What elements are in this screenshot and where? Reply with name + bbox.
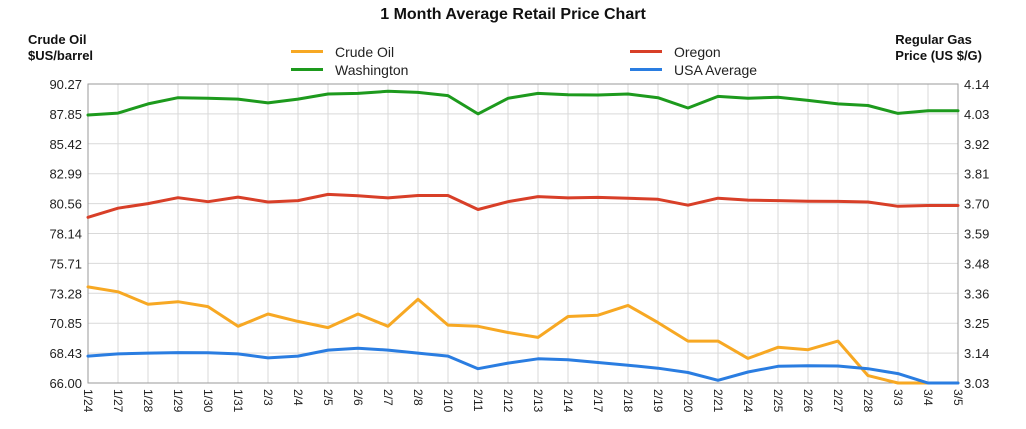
legend-swatch-washington xyxy=(291,67,323,71)
right-tick-label: 3.14 xyxy=(964,346,989,361)
legend-item-washington: Washington xyxy=(291,61,408,79)
legend-swatch-oregon xyxy=(630,49,662,53)
series-line-washington xyxy=(86,89,960,117)
series-line-oregon xyxy=(86,192,960,219)
x-tick-label: 1/30 xyxy=(201,389,215,413)
x-tick-label: 1/27 xyxy=(111,389,125,413)
x-tick-label: 2/13 xyxy=(531,389,545,413)
left-tick-label: 82.99 xyxy=(49,167,82,182)
right-tick-label: 3.03 xyxy=(964,376,989,391)
x-tick-label: 2/24 xyxy=(741,389,755,413)
x-tick-label: 2/7 xyxy=(381,389,395,406)
left-tick-label: 80.56 xyxy=(49,197,82,212)
x-tick-label: 2/14 xyxy=(561,389,575,413)
legend-item-usa-average: USA Average xyxy=(630,61,757,79)
left-axis-title-line1: Crude Oil xyxy=(28,32,87,47)
x-tick-label: 2/4 xyxy=(291,389,305,406)
x-tick-label: 1/29 xyxy=(171,389,185,413)
right-axis-title-line1: Regular Gas xyxy=(895,32,972,47)
legend-item-crude-oil: Crude Oil xyxy=(291,43,394,61)
x-tick-label: 2/27 xyxy=(831,389,845,413)
x-tick-label: 2/25 xyxy=(771,389,785,413)
x-tick-label: 2/5 xyxy=(321,389,335,406)
x-tick-label: 1/24 xyxy=(81,389,95,413)
left-tick-label: 73.28 xyxy=(49,286,82,301)
right-tick-label: 4.14 xyxy=(964,77,989,92)
left-tick-label: 70.85 xyxy=(49,316,82,331)
x-tick-label: 1/31 xyxy=(231,389,245,413)
x-tick-label: 2/3 xyxy=(261,389,275,406)
x-tick-label: 3/3 xyxy=(891,389,905,406)
legend-swatch-usa-average xyxy=(630,67,662,71)
series-line-crude-oil xyxy=(86,285,960,385)
legend-item-oregon: Oregon xyxy=(630,43,721,61)
x-tick-label: 2/21 xyxy=(711,389,725,413)
x-tick-label: 2/20 xyxy=(681,389,695,413)
x-tick-label: 2/10 xyxy=(441,389,455,413)
x-tick-label: 2/28 xyxy=(861,389,875,413)
right-tick-label: 3.70 xyxy=(964,197,989,212)
x-tick-label: 1/28 xyxy=(141,389,155,413)
right-tick-label: 4.03 xyxy=(964,107,989,122)
legend-label-oregon: Oregon xyxy=(674,44,721,60)
legend-label-usa-average: USA Average xyxy=(674,62,758,78)
left-axis-title-line2: $US/barrel xyxy=(28,48,94,63)
right-tick-label: 3.36 xyxy=(964,286,989,301)
left-tick-label: 66.00 xyxy=(49,376,82,391)
legend-label-washington: Washington xyxy=(335,62,409,78)
right-tick-label: 3.92 xyxy=(964,137,989,152)
x-tick-label: 2/19 xyxy=(651,389,665,413)
legend-label-crude-oil: Crude Oil xyxy=(335,44,395,60)
x-tick-label: 2/6 xyxy=(351,389,365,406)
right-tick-label: 3.48 xyxy=(964,256,989,271)
right-tick-label: 3.25 xyxy=(964,316,989,331)
x-tick-label: 2/11 xyxy=(471,389,485,412)
right-tick-label: 3.81 xyxy=(964,167,989,182)
left-axis-title: Crude Oil $US/barrel xyxy=(28,32,93,64)
left-tick-label: 75.71 xyxy=(49,256,82,271)
x-tick-label: 3/5 xyxy=(951,389,965,406)
x-tick-label: 2/8 xyxy=(411,389,425,406)
plot-border xyxy=(87,83,959,384)
right-tick-label: 3.59 xyxy=(964,227,989,242)
left-tick-label: 90.27 xyxy=(49,77,82,92)
x-tick-label: 2/18 xyxy=(621,389,635,413)
right-axis-title: Regular Gas Price (US $/G) xyxy=(895,32,982,64)
x-tick-label: 2/26 xyxy=(801,389,815,413)
x-tick-label: 2/12 xyxy=(501,389,515,413)
right-axis-title-line2: Price (US $/G) xyxy=(895,48,982,63)
series-line-usa-average xyxy=(86,346,960,385)
x-tick-label: 2/17 xyxy=(591,389,605,413)
legend-swatch-crude-oil xyxy=(291,49,323,53)
left-tick-label: 85.42 xyxy=(49,137,82,152)
left-tick-label: 68.43 xyxy=(49,346,82,361)
chart-title: 1 Month Average Retail Price Chart xyxy=(380,6,646,23)
left-tick-label: 87.85 xyxy=(49,107,82,122)
left-tick-label: 78.14 xyxy=(49,227,82,242)
x-tick-label: 3/4 xyxy=(921,389,935,406)
